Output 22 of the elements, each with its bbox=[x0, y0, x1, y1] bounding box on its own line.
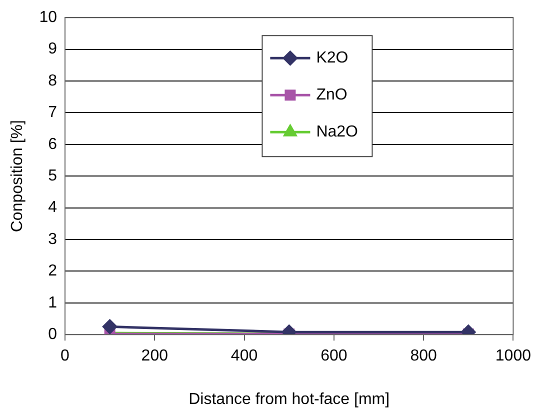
x-tick-label: 400 bbox=[230, 348, 258, 365]
y-tick-label: 8 bbox=[48, 72, 58, 90]
y-tick-label: 10 bbox=[39, 9, 58, 26]
x-tick-label: 1000 bbox=[495, 348, 532, 365]
y-tick-label: 3 bbox=[48, 230, 58, 248]
y-tick-label: 9 bbox=[48, 40, 58, 58]
legend-label: Na2O bbox=[316, 124, 358, 141]
legend-label: ZnO bbox=[316, 86, 348, 104]
x-axis-title: Distance from hot-face [mm] bbox=[188, 390, 390, 408]
y-tick-label: 4 bbox=[48, 199, 58, 216]
y-tick-label: 1 bbox=[48, 294, 58, 312]
y-tick-label: 6 bbox=[48, 136, 58, 153]
y-tick-label: 7 bbox=[48, 104, 58, 122]
y-tick-label: 2 bbox=[48, 262, 58, 280]
y-axis-title: Conposition [%] bbox=[9, 120, 26, 232]
x-tick-label: 600 bbox=[320, 348, 348, 365]
x-tick-label: 0 bbox=[60, 348, 70, 365]
x-tick-label: 200 bbox=[141, 348, 168, 365]
y-tick-label: 0 bbox=[48, 326, 58, 344]
x-tick-label: 800 bbox=[410, 348, 438, 365]
legend-label: K2O bbox=[316, 50, 348, 67]
y-tick-label: 5 bbox=[48, 168, 58, 185]
